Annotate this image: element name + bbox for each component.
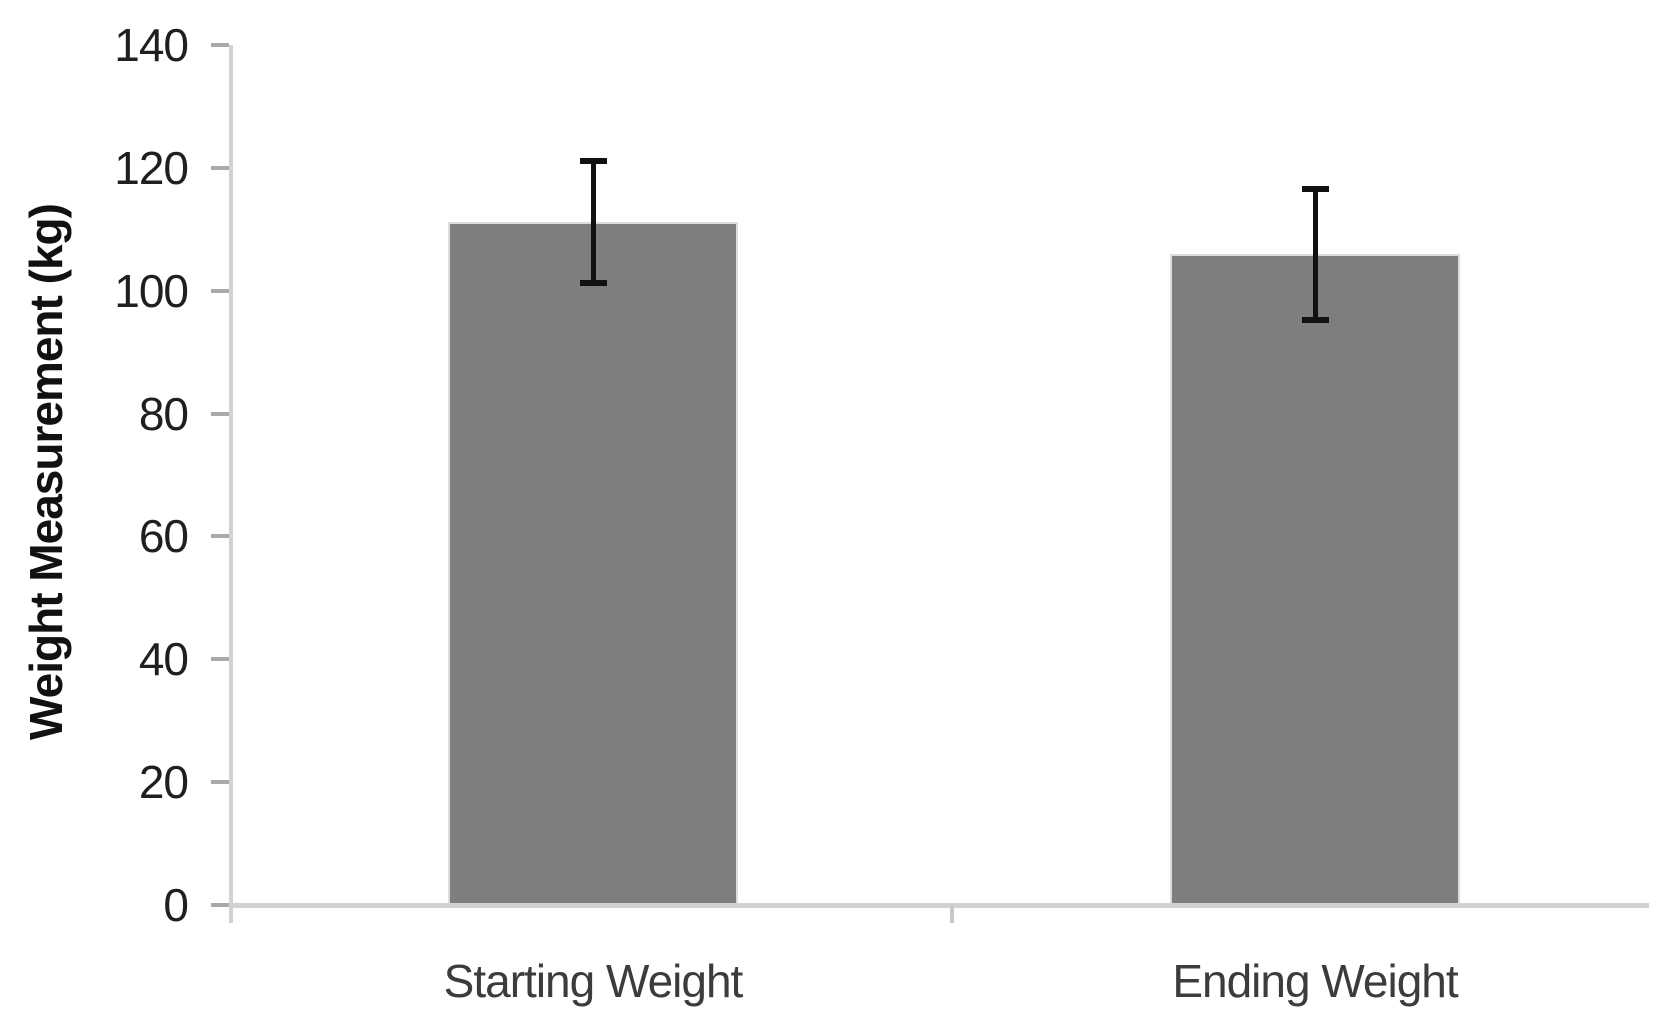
y-tick-label: 60 bbox=[138, 510, 189, 563]
bar-2 bbox=[1170, 254, 1460, 903]
y-tick-mark bbox=[211, 657, 229, 662]
y-axis-line bbox=[229, 45, 233, 923]
category-label: Starting Weight bbox=[443, 955, 744, 1007]
y-tick-label: 140 bbox=[114, 19, 189, 71]
category-label: Ending Weight bbox=[1172, 955, 1458, 1007]
error-bar-line bbox=[590, 159, 596, 285]
y-tick-mark bbox=[211, 288, 229, 293]
y-axis-title: Weight Measurement (kg) bbox=[20, 204, 72, 740]
y-tick-mark bbox=[211, 780, 229, 785]
x-axis-category-tick bbox=[950, 905, 954, 923]
y-tick-label: 80 bbox=[138, 387, 189, 440]
bar-1 bbox=[448, 221, 738, 903]
error-bar-cap-bottom bbox=[579, 279, 607, 286]
y-tick-label: 0 bbox=[163, 879, 189, 931]
error-bar-cap-top bbox=[579, 158, 607, 165]
y-tick-label: 20 bbox=[138, 756, 189, 809]
y-tick-mark bbox=[211, 165, 229, 170]
y-tick-mark bbox=[211, 43, 229, 47]
y-tick-label: 40 bbox=[138, 633, 189, 686]
x-axis-line bbox=[231, 903, 1649, 908]
y-tick-label: 120 bbox=[114, 141, 189, 194]
y-tick-mark bbox=[211, 534, 229, 539]
y-tick-label: 100 bbox=[114, 264, 189, 317]
y-tick-mark bbox=[211, 411, 229, 416]
error-bar-cap-bottom bbox=[1301, 317, 1329, 324]
error-bar-line bbox=[1312, 186, 1318, 323]
y-tick-mark bbox=[211, 903, 229, 907]
error-bar-cap-top bbox=[1301, 185, 1329, 192]
